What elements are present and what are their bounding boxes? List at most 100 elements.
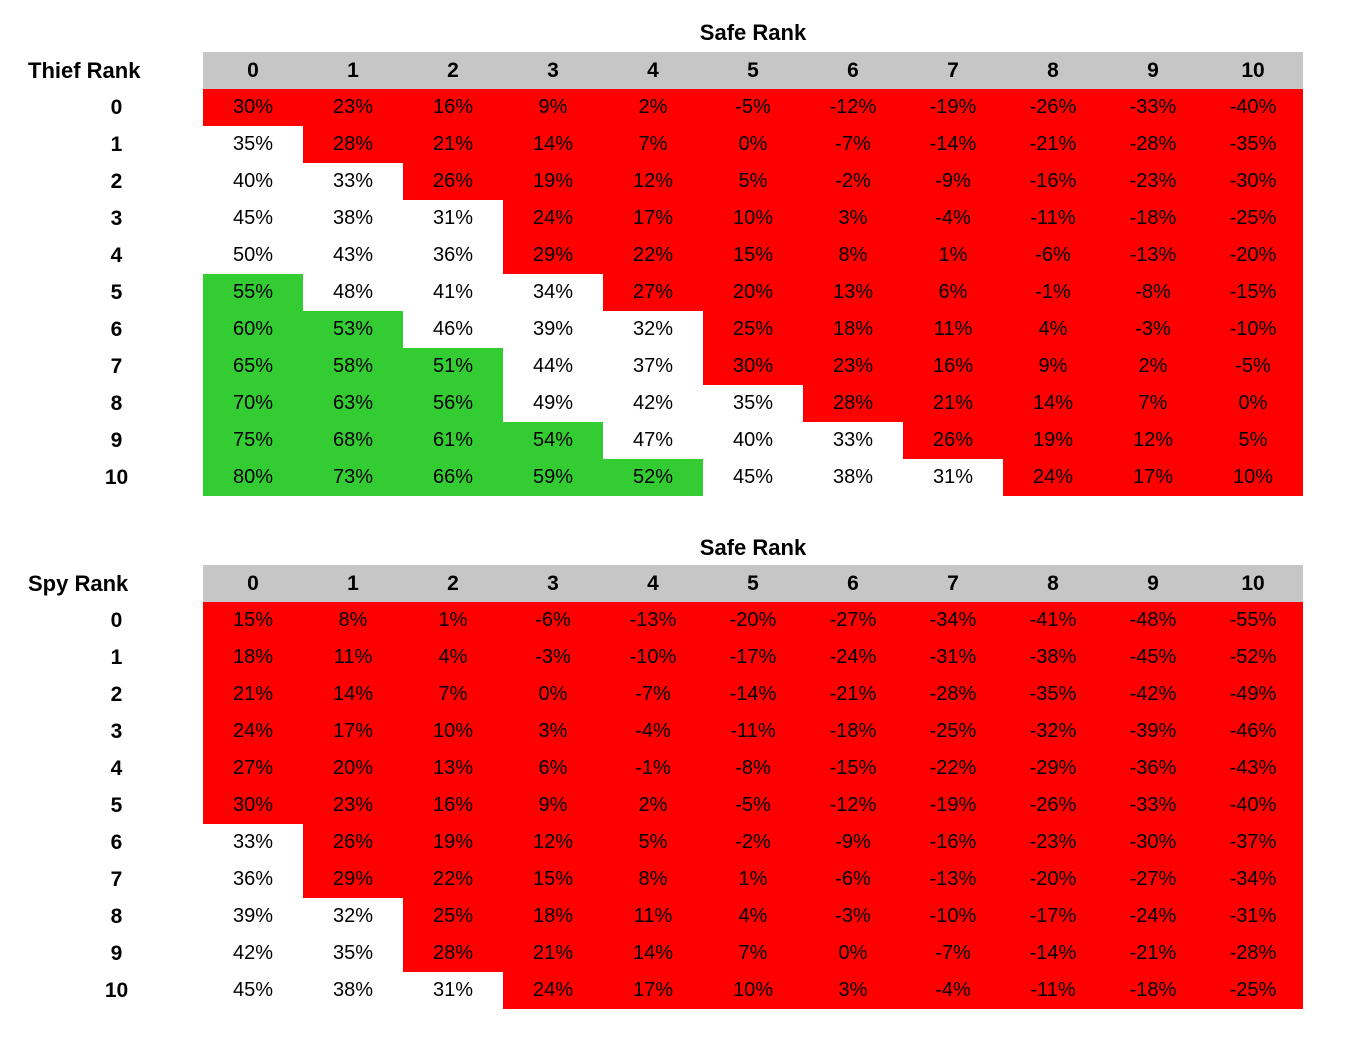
column-header: 5: [703, 565, 803, 602]
value-cell: 26%: [403, 163, 503, 200]
row-header: 2: [0, 676, 203, 713]
value-cell: 68%: [303, 422, 403, 459]
value-cell: -15%: [1203, 274, 1303, 311]
value-cell: 35%: [303, 935, 403, 972]
value-cell: 43%: [303, 237, 403, 274]
value-cell: -19%: [903, 89, 1003, 126]
column-header: 9: [1103, 565, 1203, 602]
value-cell: 24%: [503, 972, 603, 1009]
value-cell: -2%: [803, 163, 903, 200]
value-cell: -21%: [1003, 126, 1103, 163]
table-row: 0 30% 23% 16% 9% 2% -5% -12% -19% -26% -33% -40%: [0, 89, 1350, 126]
value-cell: -9%: [803, 824, 903, 861]
row-header: 5: [0, 274, 203, 311]
value-cell: -32%: [1003, 713, 1103, 750]
row-header: 5: [0, 787, 203, 824]
value-cell: -1%: [603, 750, 703, 787]
value-cell: 29%: [503, 237, 603, 274]
value-cell: 15%: [703, 237, 803, 274]
row-header: 3: [0, 713, 203, 750]
value-cell: 3%: [503, 713, 603, 750]
value-cell: 24%: [203, 713, 303, 750]
table-row: 2 40% 33% 26% 19% 12% 5% -2% -9% -16% -23% -30%: [0, 163, 1350, 200]
value-cell: -16%: [903, 824, 1003, 861]
value-cell: 61%: [403, 422, 503, 459]
value-cell: -8%: [1103, 274, 1203, 311]
value-cell: 8%: [603, 861, 703, 898]
heatmap-table: Spy Rank 0 1 2 3 4 5 6 7 8 9 10 0 15% 8% 1% -6% -13% -20…: [0, 565, 1350, 1009]
value-cell: 38%: [303, 972, 403, 1009]
table-row: 1 35% 28% 21% 14% 7% 0% -7% -14% -21% -28% -35%: [0, 126, 1350, 163]
row-header: 10: [0, 972, 203, 1009]
value-cell: 17%: [603, 972, 703, 1009]
value-cell: -3%: [1103, 311, 1203, 348]
value-cell: -14%: [1003, 935, 1103, 972]
table-row: 6 60% 53% 46% 39% 32% 25% 18% 11% 4% -3% -10%: [0, 311, 1350, 348]
column-header: 2: [403, 52, 503, 89]
value-cell: -34%: [903, 602, 1003, 639]
value-cell: -8%: [703, 750, 803, 787]
value-cell: 45%: [203, 200, 303, 237]
value-cell: -18%: [1103, 200, 1203, 237]
value-cell: -49%: [1203, 676, 1303, 713]
column-header: 5: [703, 52, 803, 89]
value-cell: 59%: [503, 459, 603, 496]
value-cell: -30%: [1203, 163, 1303, 200]
value-cell: 38%: [303, 200, 403, 237]
value-cell: -18%: [1103, 972, 1203, 1009]
column-header: 1: [303, 565, 403, 602]
row-header: 7: [0, 861, 203, 898]
value-cell: 7%: [403, 676, 503, 713]
value-cell: -13%: [1103, 237, 1203, 274]
value-cell: 10%: [703, 972, 803, 1009]
column-header: 3: [503, 565, 603, 602]
value-cell: -9%: [903, 163, 1003, 200]
value-cell: 53%: [303, 311, 403, 348]
value-cell: 39%: [503, 311, 603, 348]
value-cell: 29%: [303, 861, 403, 898]
value-cell: 20%: [303, 750, 403, 787]
value-cell: 33%: [803, 422, 903, 459]
value-cell: 12%: [503, 824, 603, 861]
value-cell: 12%: [1103, 422, 1203, 459]
table-row: 1 18% 11% 4% -3% -10% -17% -24% -31% -38% -45% -52%: [0, 639, 1350, 676]
value-cell: 1%: [703, 861, 803, 898]
value-cell: 18%: [203, 639, 303, 676]
value-cell: 47%: [603, 422, 703, 459]
value-cell: -20%: [1003, 861, 1103, 898]
value-cell: 6%: [903, 274, 1003, 311]
value-cell: -12%: [803, 89, 903, 126]
spy-rank-heatmap: Safe Rank Spy Rank 0 1 2 3 4 5 6 7 8 9 10 0 15% 8% 1%…: [0, 536, 1350, 1009]
column-header: 2: [403, 565, 503, 602]
value-cell: -4%: [903, 972, 1003, 1009]
value-cell: -17%: [1003, 898, 1103, 935]
value-cell: 16%: [903, 348, 1003, 385]
value-cell: 58%: [303, 348, 403, 385]
value-cell: -20%: [703, 602, 803, 639]
value-cell: -10%: [903, 898, 1003, 935]
value-cell: 26%: [903, 422, 1003, 459]
row-header: 9: [0, 935, 203, 972]
value-cell: -7%: [903, 935, 1003, 972]
value-cell: -6%: [803, 861, 903, 898]
value-cell: 23%: [803, 348, 903, 385]
value-cell: 4%: [703, 898, 803, 935]
column-header: 10: [1203, 565, 1303, 602]
row-header: 8: [0, 898, 203, 935]
row-header: 0: [0, 602, 203, 639]
value-cell: -25%: [1203, 972, 1303, 1009]
column-header: 4: [603, 565, 703, 602]
value-cell: -14%: [903, 126, 1003, 163]
value-cell: 26%: [303, 824, 403, 861]
column-header: 7: [903, 52, 1003, 89]
row-header: 10: [0, 459, 203, 496]
value-cell: 14%: [303, 676, 403, 713]
value-cell: 60%: [203, 311, 303, 348]
value-cell: 46%: [403, 311, 503, 348]
value-cell: -42%: [1103, 676, 1203, 713]
value-cell: -35%: [1203, 126, 1303, 163]
value-cell: 35%: [703, 385, 803, 422]
value-cell: -5%: [1203, 348, 1303, 385]
value-cell: -6%: [503, 602, 603, 639]
value-cell: 33%: [303, 163, 403, 200]
